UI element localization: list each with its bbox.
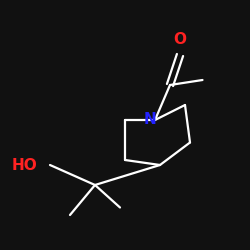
Text: HO: HO (12, 158, 38, 172)
Text: O: O (174, 32, 186, 48)
Text: N: N (144, 112, 156, 128)
